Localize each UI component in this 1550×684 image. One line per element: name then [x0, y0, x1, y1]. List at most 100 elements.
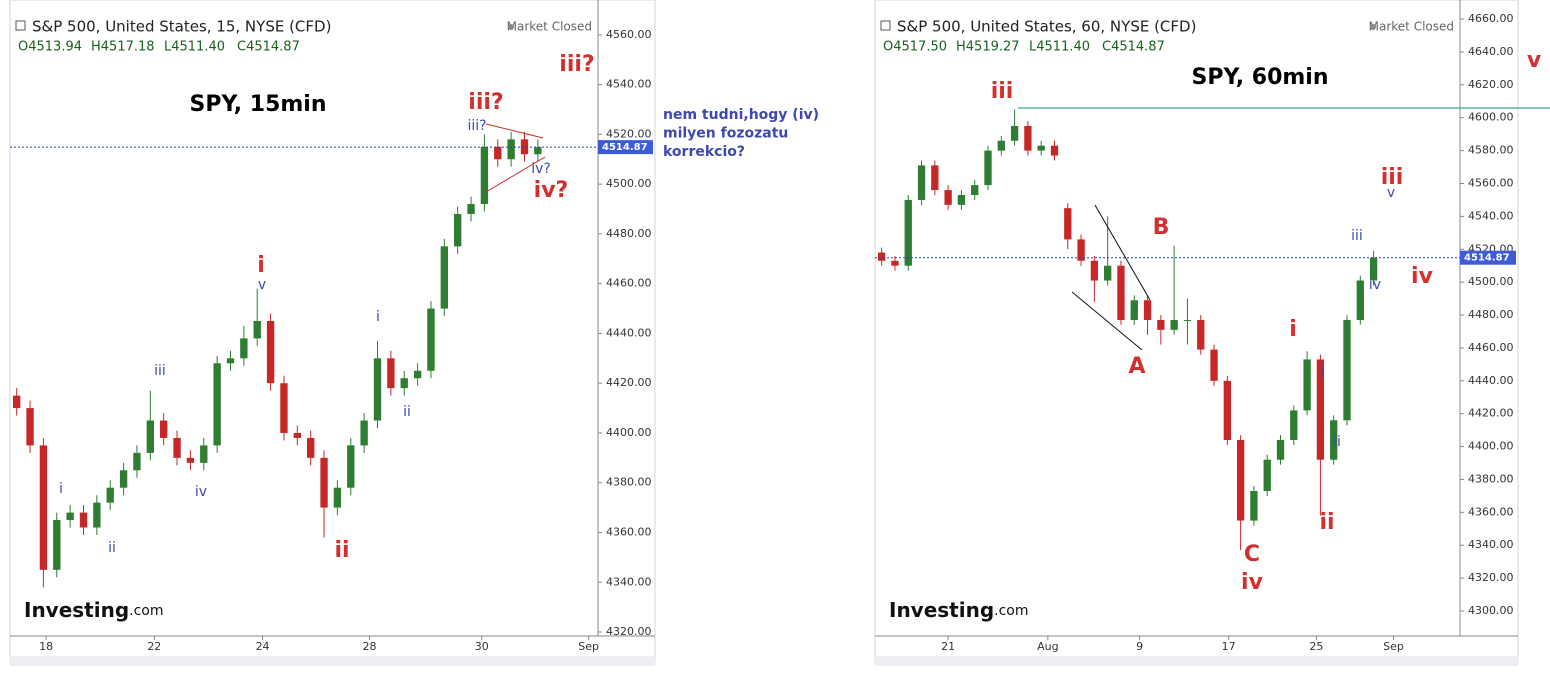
logo-word: Investing — [889, 598, 994, 622]
chart-title: SPY, 15min — [189, 92, 326, 117]
logo-word: Investing — [24, 598, 129, 622]
candle-body — [494, 146, 502, 160]
wave-label: i — [1289, 317, 1297, 342]
ohlc-value: O4517.50 — [883, 40, 947, 55]
candle-body — [320, 457, 328, 508]
y-tick-label: 4660.00 — [1468, 12, 1514, 25]
wedge-line — [485, 123, 544, 139]
candle-body — [200, 445, 208, 463]
x-tick-label: Sep — [1383, 640, 1404, 653]
candle-body — [904, 199, 912, 266]
candle-body — [1050, 145, 1059, 156]
candle-body — [266, 320, 275, 384]
candle-body — [1064, 208, 1072, 240]
candle-body — [891, 260, 899, 266]
candle-body — [1276, 440, 1285, 460]
candle-body — [13, 395, 21, 409]
wave-label: A — [1128, 354, 1145, 379]
candle-body — [413, 370, 422, 379]
candle-body — [387, 358, 395, 389]
x-tick-label: 17 — [1222, 640, 1236, 653]
note-line: nem tudni,hogy (iv) — [663, 107, 819, 123]
wave-label: iv — [1411, 264, 1434, 289]
candle-body — [520, 139, 529, 155]
candle-body — [133, 452, 141, 471]
candle-body — [454, 213, 462, 247]
wedge-line — [1071, 291, 1143, 351]
wedge-line — [485, 156, 546, 193]
ohlc-value: O4513.94 — [18, 40, 82, 55]
candle-body — [1104, 265, 1112, 281]
ohlc-value: C4514.87 — [1102, 40, 1165, 55]
candle-body — [1197, 319, 1205, 350]
wave-label: iii? — [467, 118, 486, 134]
candle-body — [1263, 459, 1271, 491]
note-line: milyen fozozatu — [663, 126, 788, 142]
wave-label: iii — [154, 363, 166, 379]
candle-body — [373, 358, 382, 421]
y-tick-label: 4400.00 — [1468, 440, 1514, 453]
candle-body — [1130, 300, 1138, 320]
candle-body — [971, 185, 979, 196]
candle-body — [507, 139, 515, 160]
candle-body — [160, 420, 168, 438]
candle-body — [119, 470, 128, 488]
candle-body — [1210, 349, 1218, 381]
y-tick-label: 4340.00 — [1468, 538, 1514, 551]
candle-body — [280, 383, 288, 433]
y-tick-label: 4360.00 — [1468, 505, 1514, 518]
candle-body — [1157, 319, 1165, 330]
y-tick-label: 4340.00 — [606, 575, 652, 588]
candle-body — [1316, 359, 1325, 460]
wave-label: i — [257, 253, 265, 278]
logo: Investing.com — [889, 598, 1029, 622]
last-price-tag — [1460, 250, 1516, 265]
candle-body — [400, 378, 408, 389]
candle-body — [1117, 265, 1125, 320]
candle-body — [213, 363, 221, 446]
wedge-line — [1094, 204, 1151, 301]
candle-body — [1236, 440, 1245, 521]
y-tick-label: 4500.00 — [606, 177, 652, 190]
wave-label: iii? — [559, 52, 594, 77]
candle-body — [79, 512, 88, 528]
y-tick-label: 4400.00 — [606, 426, 652, 439]
candle-body — [333, 487, 342, 508]
candle-body — [347, 445, 355, 488]
y-tick-label: 4480.00 — [606, 227, 652, 240]
wave-label: iv — [1369, 277, 1381, 293]
candle-body — [39, 445, 48, 570]
wave-label: iii — [991, 79, 1014, 104]
wave-label: i — [59, 481, 63, 497]
wave-label: iv — [1241, 570, 1264, 595]
wave-label: ii — [1333, 434, 1341, 450]
wave-label: iii? — [468, 90, 503, 115]
y-tick-label: 4500.00 — [1468, 275, 1514, 288]
chart-header: S&P 500, United States, 60, NYSE (CFD) — [897, 18, 1196, 36]
ohlc-value: C4514.87 — [237, 40, 300, 55]
candle-body — [1037, 145, 1045, 151]
y-tick-label: 4560.00 — [1468, 176, 1514, 189]
candle-body — [226, 358, 235, 364]
market-status: Market Closed — [507, 20, 592, 34]
wave-label: v — [1387, 185, 1395, 201]
y-tick-label: 4320.00 — [1468, 571, 1514, 584]
last-price-tag — [598, 140, 653, 155]
candle-body — [1290, 410, 1298, 441]
y-tick-label: 4640.00 — [1468, 45, 1514, 58]
y-tick-label: 4320.00 — [606, 625, 652, 638]
y-tick-label: 4560.00 — [606, 28, 652, 41]
candle-body — [480, 146, 489, 205]
candle-body — [1024, 125, 1032, 151]
wave-label: ii — [334, 538, 349, 563]
candle-body — [240, 338, 248, 359]
wave-label: iv? — [531, 161, 551, 177]
logo-suffix: .com — [994, 603, 1028, 619]
last-price-label: 4514.87 — [602, 142, 648, 153]
candle-body — [26, 408, 34, 446]
status-dot — [1370, 24, 1376, 30]
y-tick-label: 4460.00 — [1468, 341, 1514, 354]
wave-label: ii — [108, 540, 116, 556]
logo: Investing.com — [24, 598, 164, 622]
wave-label: iii — [1351, 228, 1363, 244]
